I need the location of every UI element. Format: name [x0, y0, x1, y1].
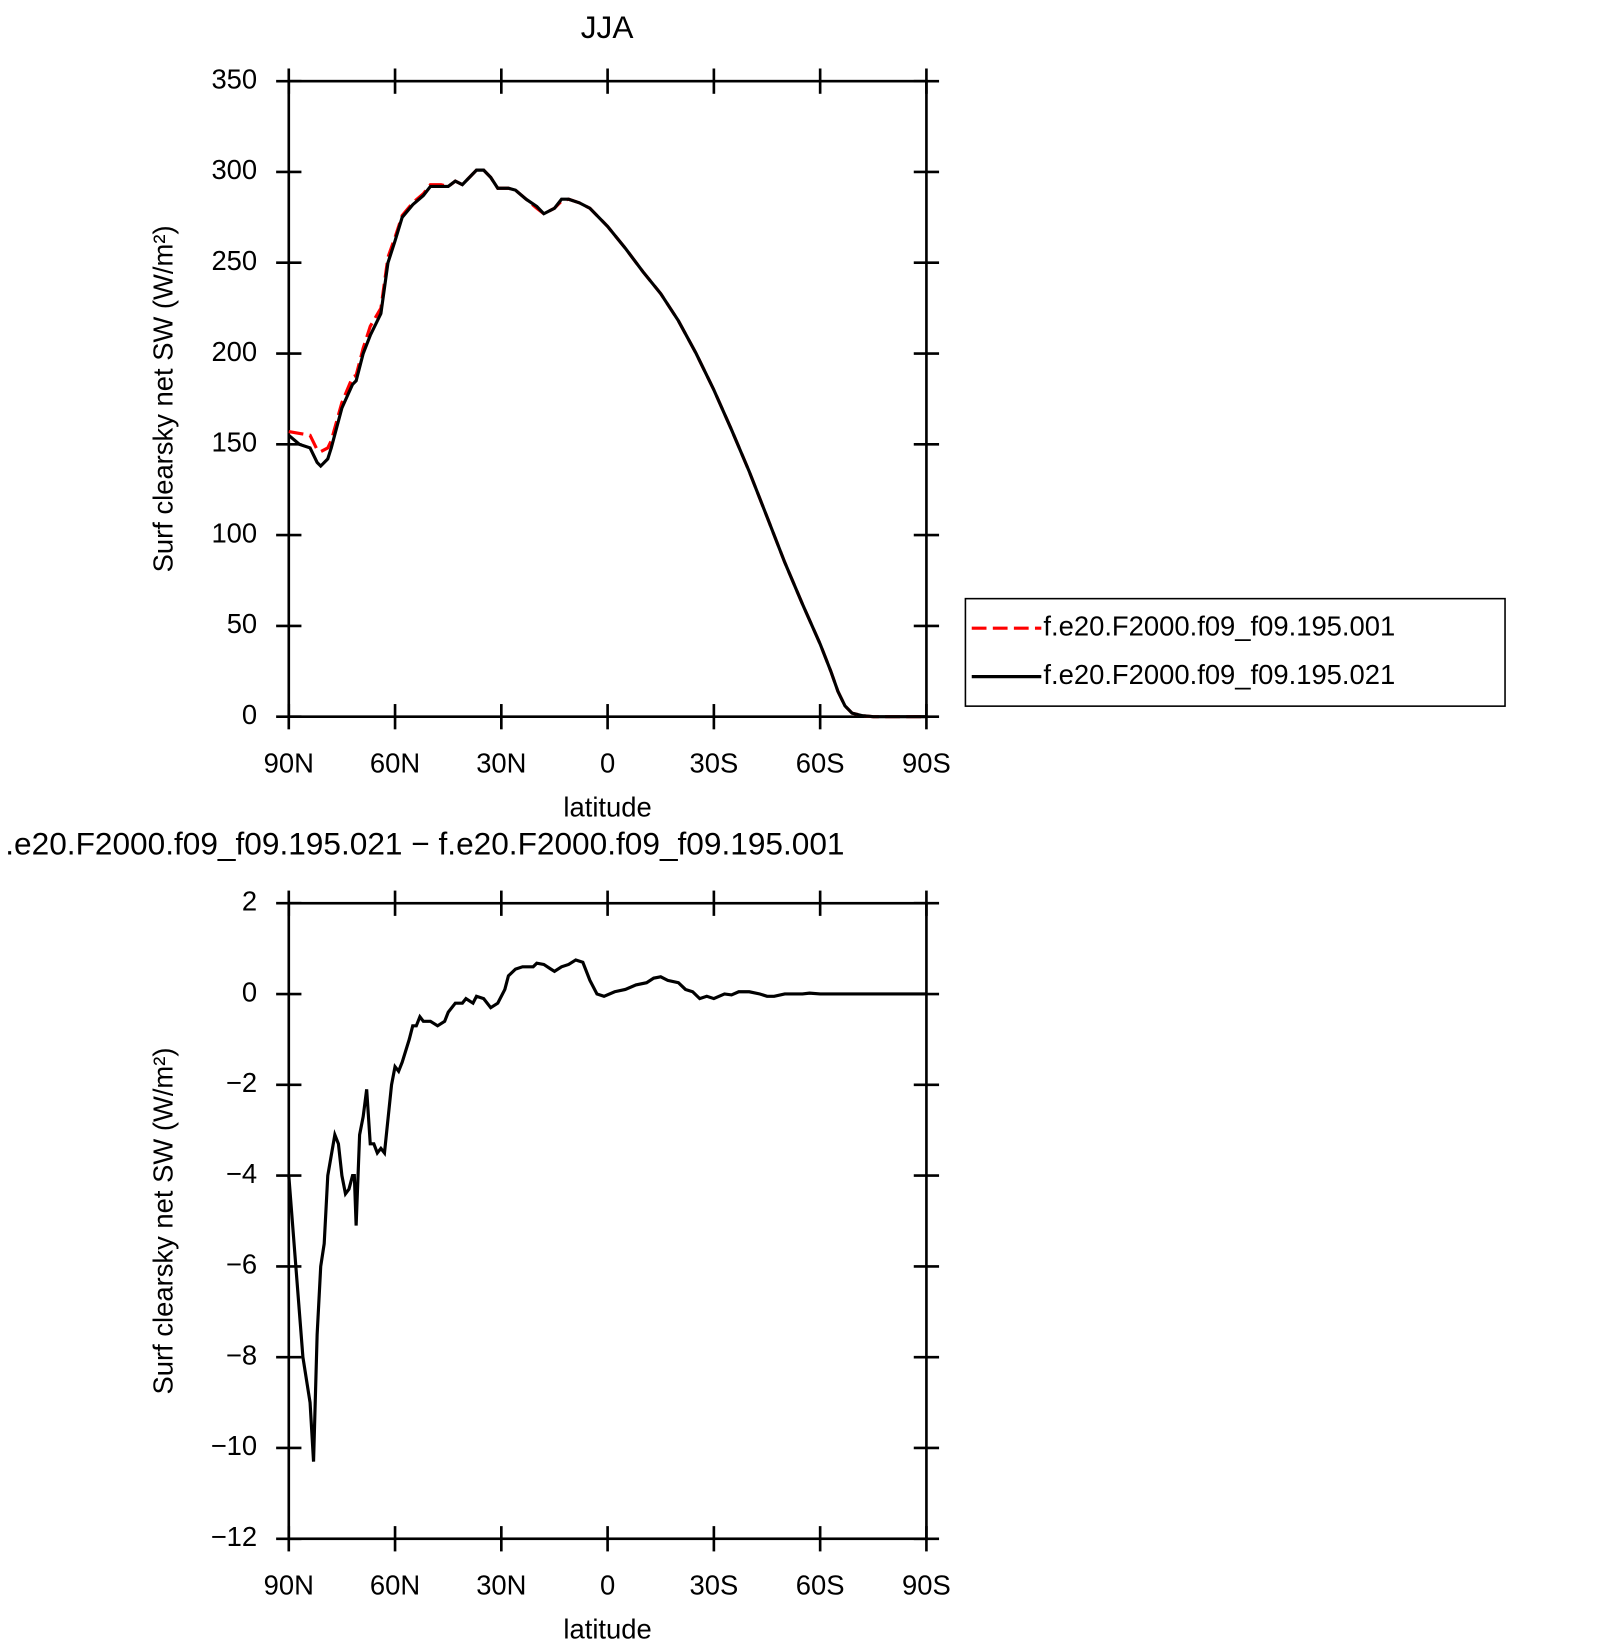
- x-tick-label: 60S: [796, 747, 845, 778]
- y-tick-label: 2: [242, 885, 257, 916]
- y-tick-label: 100: [211, 517, 257, 548]
- y-axis-label: Surf clearsky net SW (W/m²): [148, 1048, 179, 1395]
- x-tick-label: 0: [600, 747, 615, 778]
- x-tick-label: 90S: [902, 1569, 951, 1600]
- y-axis-label: Surf clearsky net SW (W/m²): [148, 225, 179, 572]
- y-tick-label: 50: [227, 608, 257, 639]
- y-tick-label: −8: [226, 1339, 257, 1370]
- x-tick-label: 30S: [689, 747, 738, 778]
- y-tick-label: −6: [226, 1249, 257, 1280]
- y-tick-label: 300: [211, 154, 257, 185]
- legend-label: f.e20.F2000.f09_f09.195.021: [1043, 659, 1395, 690]
- plot-frame: [287, 901, 928, 1541]
- x-tick-label: 0: [600, 1569, 615, 1600]
- y-tick-label: −4: [226, 1158, 257, 1189]
- x-tick-label: 60N: [370, 747, 420, 778]
- series-line: [288, 168, 927, 719]
- y-tick-label: 350: [211, 63, 257, 94]
- y-tick-label: −10: [211, 1430, 257, 1461]
- y-tick-label: 0: [242, 699, 257, 730]
- y-tick-label: 200: [211, 336, 257, 367]
- y-tick-label: 250: [211, 245, 257, 276]
- plot-frame: [287, 79, 928, 719]
- x-tick-label: 30N: [476, 747, 526, 778]
- chart-title: JJA: [581, 9, 635, 45]
- chart-title: .e20.F2000.f09_f09.195.021 − f.e20.F2000…: [5, 826, 844, 862]
- x-tick-label: 30N: [476, 1569, 526, 1600]
- y-tick-label: −2: [226, 1067, 257, 1098]
- series-line: [287, 958, 927, 1462]
- y-tick-label: 150: [211, 427, 257, 458]
- y-tick-label: −12: [211, 1521, 257, 1552]
- series-line: [287, 168, 927, 719]
- x-tick-label: 30S: [689, 1569, 738, 1600]
- x-tick-label: 90N: [264, 747, 314, 778]
- y-tick-label: 0: [242, 976, 257, 1007]
- x-tick-label: 60N: [370, 1569, 420, 1600]
- x-tick-label: 90S: [902, 747, 951, 778]
- legend-box: [964, 597, 1506, 707]
- x-axis-label: latitude: [563, 792, 651, 823]
- x-axis-label: latitude: [563, 1614, 651, 1641]
- legend-label: f.e20.F2000.f09_f09.195.001: [1043, 610, 1395, 641]
- x-tick-label: 60S: [796, 1569, 845, 1600]
- x-tick-label: 90N: [264, 1569, 314, 1600]
